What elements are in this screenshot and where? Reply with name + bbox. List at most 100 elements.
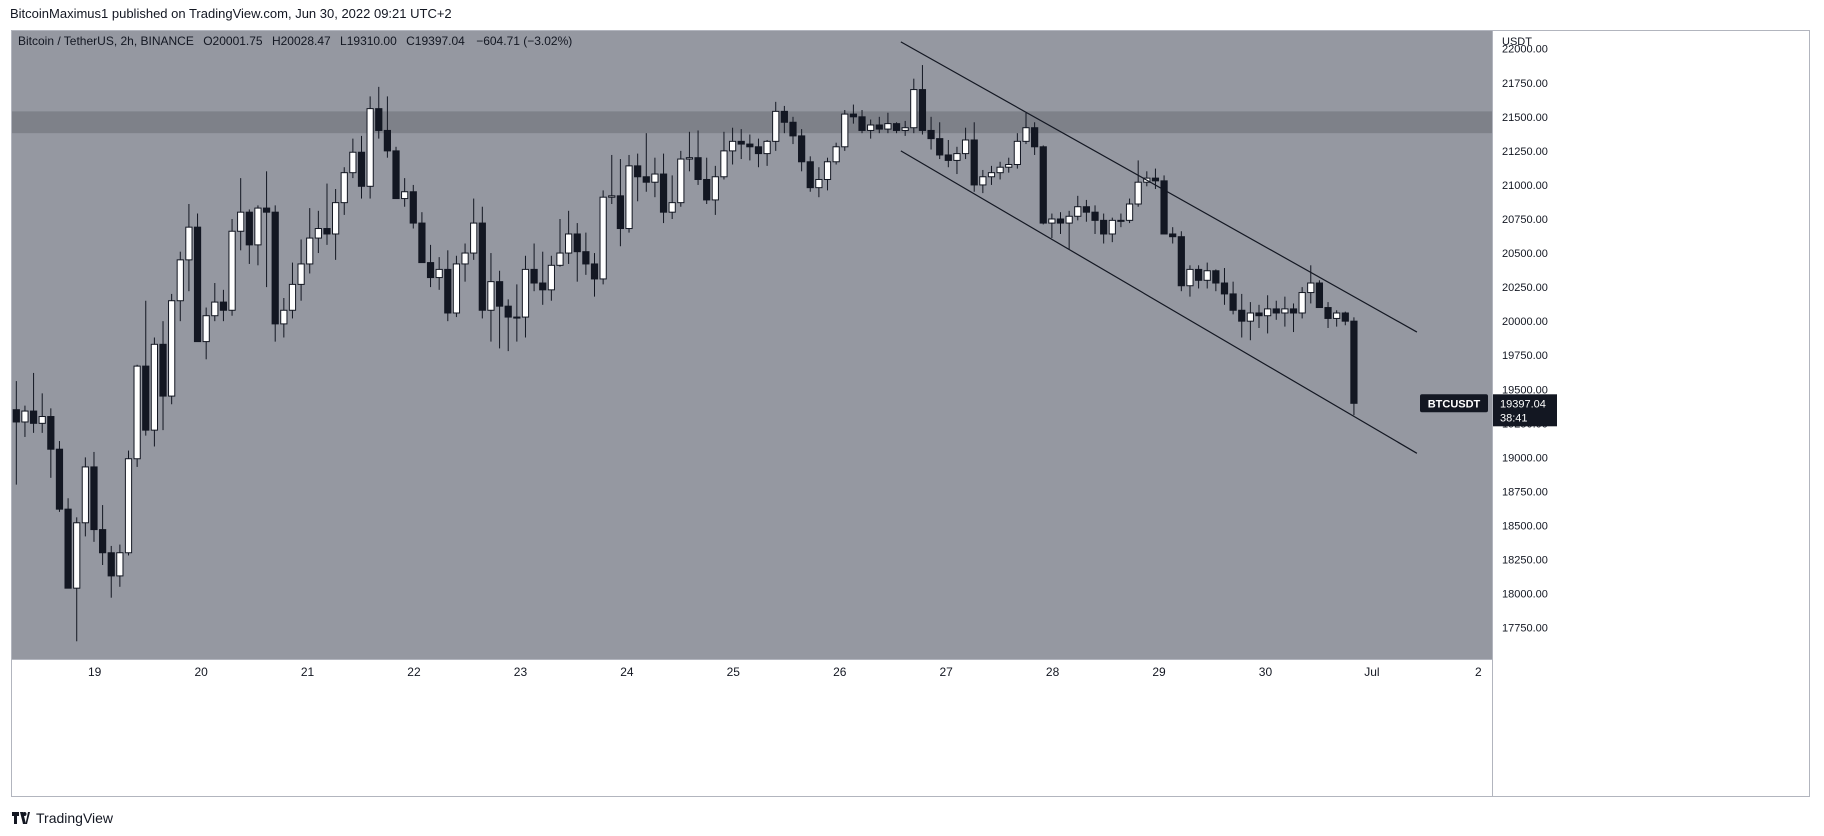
candle [720, 131, 728, 180]
symbol-legend: Bitcoin / TetherUS, 2h, BINANCE O20001.7… [18, 34, 572, 48]
time-axis-labels: 19 20 21 22 23 24 25 26 27 28 29 30 Jul 2 [88, 665, 1482, 679]
candle [789, 116, 797, 145]
candle [219, 289, 228, 322]
price-tick-label: 19500.00 [1502, 384, 1548, 396]
candle-body-down [806, 161, 814, 189]
candle [1194, 265, 1203, 289]
low-label: L [340, 34, 347, 48]
candle-body-down [262, 207, 271, 213]
candle [1238, 293, 1246, 338]
candle-body-down [90, 466, 98, 531]
candle [806, 156, 814, 192]
candle-body-up [1125, 203, 1134, 221]
candle [573, 223, 581, 282]
time-tick-label: 23 [514, 665, 528, 679]
candle [961, 127, 970, 160]
candle [659, 153, 668, 224]
open-value: 20001.75 [213, 34, 263, 48]
candle-body-up [176, 259, 184, 302]
candle [237, 178, 245, 251]
price-tick-label: 21250.00 [1502, 146, 1548, 158]
candle-body-down [444, 268, 452, 314]
candle-body-up [366, 108, 374, 187]
time-tick-label: 20 [194, 665, 208, 679]
candle [625, 154, 633, 233]
candle [953, 146, 961, 175]
candle-body-up [38, 416, 46, 424]
price-tag-background [1493, 394, 1557, 427]
candle-body-up [124, 458, 133, 554]
chart-frame[interactable]: 22000.00 21750.00 21500.00 21250.00 21000.00… [11, 30, 1810, 797]
price-chart[interactable]: 22000.00 21750.00 21500.00 21250.00 21000.00… [12, 31, 1809, 796]
candle-body-up [547, 264, 555, 291]
candle [1289, 303, 1298, 333]
candle [426, 244, 435, 288]
candle-body-down [159, 343, 167, 397]
candle [651, 157, 659, 198]
candle [754, 138, 763, 168]
candle-body-up [979, 176, 987, 186]
candle-body-down [1212, 270, 1220, 284]
candle-body-up [435, 268, 443, 279]
candle-body-down [634, 165, 642, 178]
price-tick-label: 18500.00 [1502, 520, 1548, 532]
candle [1324, 302, 1332, 328]
candle [1031, 122, 1039, 155]
candle-body-up [901, 127, 909, 131]
candle [29, 372, 38, 433]
candle [142, 300, 150, 436]
candle-body-up [884, 123, 892, 130]
candle-body-up [349, 151, 357, 174]
candle [1350, 317, 1358, 416]
time-axis[interactable] [12, 659, 1492, 796]
tradingview-logo[interactable]: TradingView [12, 810, 113, 826]
candle [202, 307, 210, 360]
low-value: 19310.00 [347, 34, 397, 48]
price-tick-label: 18750.00 [1502, 486, 1548, 498]
candle-body-up [133, 365, 141, 460]
price-tag-countdown: 38:41 [1500, 412, 1528, 424]
candle [616, 159, 625, 247]
symbol-tag-background [1420, 394, 1488, 413]
candle [1160, 175, 1168, 235]
candle [1039, 145, 1047, 225]
candle-body-down [426, 262, 435, 279]
candle-body-up [297, 263, 305, 285]
candle [1281, 296, 1289, 327]
candle-body-up [565, 233, 573, 254]
candle [1272, 300, 1280, 320]
candle [841, 110, 849, 151]
candle-body-up [772, 110, 780, 142]
candle [1315, 280, 1324, 309]
candle-body-up [1281, 308, 1289, 314]
candle-body-up [1022, 127, 1030, 142]
candle-body-down [1031, 127, 1039, 148]
candle-body-down [694, 157, 702, 180]
price-tick-label: 21500.00 [1502, 112, 1548, 124]
candle [1048, 213, 1056, 239]
candle-body-down [616, 195, 625, 230]
candle [1108, 217, 1116, 243]
candle-body-up [340, 172, 348, 204]
candle [703, 157, 711, 205]
candle [64, 498, 72, 589]
candle-body-down [495, 281, 504, 307]
candle [1307, 265, 1315, 304]
candle-body-up [668, 202, 676, 213]
candle-body-up [763, 140, 771, 155]
candle [970, 122, 978, 192]
candle-body-down [1229, 293, 1237, 311]
candle [815, 167, 823, 198]
candle-body-up [461, 252, 469, 265]
candle-body-up [211, 301, 219, 317]
candle-body-down [418, 222, 426, 264]
candle [1246, 302, 1254, 341]
candle-body-down [936, 138, 944, 156]
candle [1220, 268, 1229, 305]
candle-body-down [1194, 268, 1203, 281]
candle-body-down [590, 263, 599, 280]
candle-body-down [582, 251, 590, 265]
candle [1013, 133, 1021, 169]
candle-body-down [219, 301, 228, 311]
candle-body-down [780, 110, 788, 123]
